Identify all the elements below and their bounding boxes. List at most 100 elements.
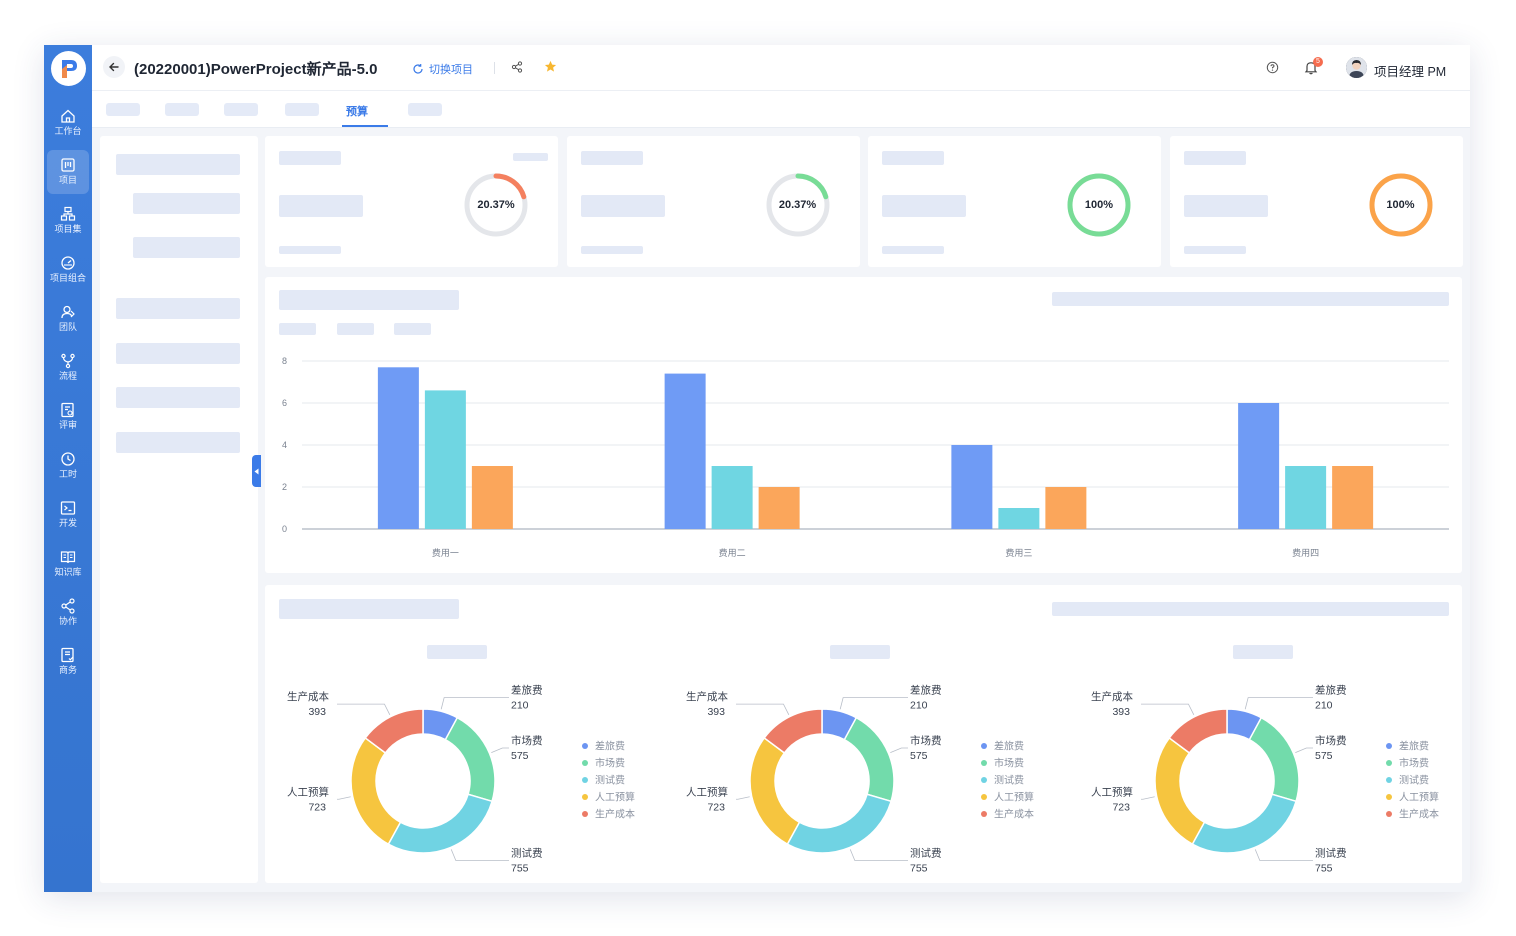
bar	[1332, 466, 1374, 529]
help-icon[interactable]	[1266, 61, 1279, 74]
sidebar-item-label: 商务	[58, 665, 77, 675]
legend-dot	[1386, 777, 1392, 783]
app-logo[interactable]	[51, 51, 86, 86]
tab-placeholder[interactable]	[165, 103, 199, 116]
sidebar-item-label: 工时	[58, 469, 77, 479]
share-icon[interactable]	[511, 61, 523, 73]
legend-placeholder[interactable]	[337, 323, 374, 335]
kpi-value-placeholder	[882, 195, 966, 217]
back-button[interactable]	[103, 56, 125, 78]
top-header: (20220001)PowerProject新产品-5.0 切换项目 5 项目经…	[92, 45, 1470, 91]
sidebar-item-review[interactable]: 评审	[47, 395, 89, 439]
sidebar-item-flow[interactable]: 流程	[47, 346, 89, 390]
bar	[1045, 487, 1087, 529]
legend-item-label: 测试费	[595, 774, 625, 787]
leader-line	[890, 747, 908, 753]
donut-slice	[1168, 708, 1228, 754]
sidebar-item-label: 工作台	[54, 126, 82, 136]
arrow-left-icon	[109, 62, 119, 72]
sidebar: 工作台项目项目集项目组合团队流程评审工时开发知识库协作商务	[44, 45, 92, 892]
kpi-card: 20.37%	[265, 136, 558, 267]
progress-percent: 100%	[1084, 199, 1114, 211]
legend-placeholder[interactable]	[394, 323, 431, 335]
chart-filter-placeholder[interactable]	[1052, 292, 1449, 306]
leader-line	[440, 697, 509, 710]
donut-slice	[350, 736, 402, 846]
tree-node-placeholder[interactable]	[133, 237, 240, 258]
y-tick-label: 0	[282, 524, 287, 534]
donut-slice	[749, 736, 801, 846]
donut-title-placeholder	[1233, 645, 1293, 659]
sidebar-item-portfolio[interactable]: 项目组合	[47, 248, 89, 292]
tree-node-placeholder[interactable]	[116, 432, 240, 453]
donut-charts: 差旅费210市场费575测试费755人工预算723生产成本393差旅费市场费测试…	[287, 684, 1439, 875]
legend-item-label: 测试费	[1399, 774, 1429, 787]
progress-percent: 20.37%	[778, 199, 817, 211]
sidebar-item-book[interactable]: 知识库	[47, 542, 89, 586]
review-icon	[61, 402, 74, 418]
tree-node-placeholder[interactable]	[116, 387, 240, 408]
y-tick-label: 8	[282, 356, 287, 366]
user-avatar[interactable]	[1346, 57, 1367, 78]
kpi-sub-placeholder	[580, 246, 643, 254]
portfolio-icon	[61, 256, 75, 270]
sidebar-item-clock[interactable]: 工时	[47, 444, 89, 488]
leader-line	[450, 849, 509, 861]
bar	[424, 390, 466, 529]
slice-label: 测试费	[1315, 846, 1347, 859]
slice-label: 市场费	[511, 734, 543, 747]
sidebar-item-business[interactable]: 商务	[47, 640, 89, 684]
legend-item-label: 生产成本	[595, 808, 635, 821]
flow-icon	[61, 353, 75, 369]
sidebar-item-terminal[interactable]: 开发	[47, 493, 89, 537]
donut-chart: 差旅费210市场费575测试费755人工预算723生产成本393差旅费市场费测试…	[1091, 684, 1439, 875]
business-icon	[61, 647, 74, 663]
kpi-card: 20.37%	[566, 136, 860, 267]
legend-item-label: 人工预算	[1399, 791, 1439, 804]
slice-value: 393	[308, 706, 326, 718]
leader-line	[839, 697, 908, 710]
leader-line	[1244, 697, 1313, 710]
legend-item-label: 人工预算	[595, 791, 635, 804]
leader-line	[1295, 747, 1313, 753]
legend-dot	[981, 811, 987, 817]
legend-dot	[981, 743, 987, 749]
leader-line	[1141, 796, 1155, 800]
legend-dot	[582, 811, 588, 817]
sidebar-item-project[interactable]: 项目	[47, 150, 89, 194]
tree-node-placeholder[interactable]	[116, 298, 240, 319]
y-tick-label: 2	[282, 482, 287, 492]
kpi-sub-placeholder	[882, 246, 944, 254]
collapse-sidebar-handle[interactable]	[252, 455, 261, 487]
switch-project-button[interactable]: 切换项目	[412, 61, 473, 77]
x-tick-label: 费用二	[719, 547, 746, 558]
program-icon	[60, 206, 76, 221]
tab-placeholder[interactable]	[408, 103, 442, 116]
tree-node-placeholder[interactable]	[116, 343, 240, 364]
sidebar-item-share[interactable]: 协作	[47, 591, 89, 635]
user-name[interactable]: 项目经理 PM	[1374, 65, 1447, 79]
sidebar-item-home[interactable]: 工作台	[47, 101, 89, 145]
tree-node-placeholder[interactable]	[116, 154, 240, 175]
sidebar-item-program[interactable]: 项目集	[47, 199, 89, 243]
app-window: 工作台项目项目集项目组合团队流程评审工时开发知识库协作商务 (20220001)…	[44, 45, 1470, 892]
slice-label: 人工预算	[287, 785, 329, 798]
donut-slice	[387, 793, 494, 854]
donut-slice	[786, 793, 893, 854]
tab-placeholder[interactable]	[224, 103, 258, 116]
tree-node-placeholder[interactable]	[133, 193, 240, 214]
sidebar-item-team[interactable]: 团队	[47, 297, 89, 341]
legend-dot	[1386, 811, 1392, 817]
favorite-star-icon[interactable]	[544, 60, 557, 73]
kpi-card: 100%	[868, 136, 1161, 267]
legend-dot	[582, 777, 588, 783]
kpi-sub-placeholder	[279, 246, 341, 254]
chart-filter-placeholder[interactable]	[1052, 602, 1449, 616]
leader-line	[337, 703, 391, 716]
tab-placeholder[interactable]	[106, 103, 140, 116]
tab-placeholder[interactable]	[285, 103, 319, 116]
tab-budget[interactable]: 预算	[346, 106, 368, 118]
y-tick-label: 6	[282, 398, 287, 408]
legend-placeholder[interactable]	[279, 323, 316, 335]
bar-chart-panel: 0 2 4 6 8 费用一 费用二 费用三 费用四	[265, 277, 1462, 573]
